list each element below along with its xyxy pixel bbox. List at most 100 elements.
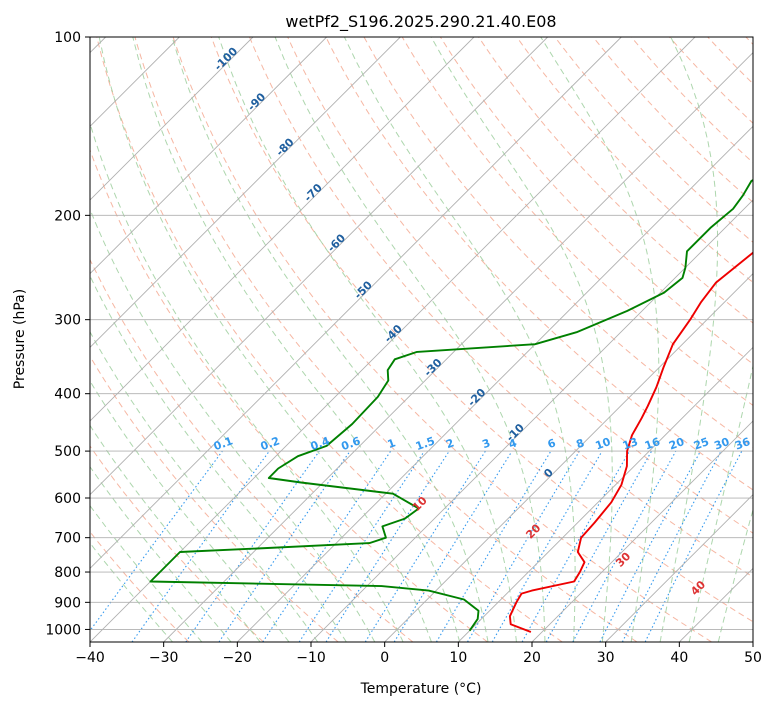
- x-axis-label: Temperature (°C): [360, 681, 482, 697]
- isotherm: [90, 37, 622, 569]
- dry-adiabat: [90, 531, 190, 642]
- moist-adiabat-label: 20: [523, 521, 543, 541]
- y-tick-label: 1000: [45, 622, 81, 638]
- dry-adiabat: [363, 37, 753, 448]
- moist-adiabat-label: 10: [410, 494, 430, 514]
- x-tick-label: −40: [75, 650, 105, 666]
- mixing-ratio-line: [545, 450, 653, 642]
- x-axis: −40 −30 −20 −10 0 10 20 30 40 50: [75, 642, 762, 666]
- mixing-ratio-label: 0.4: [309, 434, 332, 453]
- moist-adiabat: [659, 37, 719, 642]
- mixing-ratio-label: 0.2: [259, 434, 282, 453]
- dry-adiabat: [516, 37, 753, 284]
- moist-adiabat: [90, 504, 203, 642]
- y-tick-label: 500: [54, 444, 81, 460]
- isotherm: [90, 37, 401, 348]
- mixing-ratio-line: [325, 450, 450, 642]
- moist-adiabat: [132, 37, 461, 642]
- dry-adiabat: [669, 37, 753, 124]
- mixing-ratio-line: [572, 450, 677, 642]
- dry-adiabat: [592, 37, 753, 203]
- y-tick-label: 300: [54, 313, 81, 329]
- dry-adiabat: [325, 37, 753, 491]
- isotherm-label: -40: [382, 322, 405, 345]
- mixing-ratio-label: 1.5: [414, 434, 437, 453]
- mixing-ratio-label: 16: [643, 435, 662, 453]
- isotherm: [310, 199, 753, 642]
- y-tick-label: 100: [54, 30, 81, 46]
- isotherm: [90, 37, 475, 422]
- y-tick-label: 900: [54, 595, 81, 611]
- moist-adiabat: [90, 330, 319, 642]
- mixing-ratio-line: [131, 450, 270, 642]
- isotherm-label: -50: [352, 278, 375, 301]
- isotherm: [531, 420, 753, 642]
- moist-adiabat: [171, 37, 489, 642]
- mixing-ratio-label: 3: [480, 436, 492, 451]
- isotherm-label: -100: [212, 44, 241, 73]
- mixing-ratio-label: 8: [574, 436, 586, 451]
- dry-adiabat: [134, 37, 638, 642]
- moist-adiabat: [688, 363, 753, 642]
- y-tick-label: 600: [54, 491, 81, 507]
- profile-lines: [149, 178, 753, 633]
- mixing-ratio-label: 13: [621, 435, 640, 452]
- isotherm: [679, 567, 753, 642]
- isotherm-label: -70: [302, 181, 325, 204]
- chart-title: wetPf2_S196.2025.290.21.40.E08: [285, 12, 556, 32]
- isotherm: [605, 494, 753, 642]
- mixing-ratio-label: 4: [507, 436, 519, 451]
- y-tick-label: 800: [54, 565, 81, 581]
- dry-adiabat: [401, 37, 753, 406]
- x-tick-label: 50: [744, 650, 762, 666]
- moist-adiabat: [343, 37, 576, 642]
- plot-frame: [89, 36, 754, 643]
- dewpoint-line: [149, 178, 753, 632]
- dry-adiabat: [439, 37, 753, 365]
- mixing-ratio-line: [599, 450, 701, 642]
- moist-adiabat: [90, 542, 173, 642]
- isotherm-label: -80: [273, 135, 296, 158]
- x-tick-label: −10: [296, 650, 326, 666]
- isotherm-label: -20: [465, 386, 488, 409]
- mixing-ratio-line: [90, 450, 223, 632]
- y-tick-label: 200: [54, 208, 81, 224]
- dry-adiabat: [630, 37, 753, 164]
- isotherm: [237, 125, 753, 642]
- mixing-ratio-label: 0.1: [212, 434, 235, 453]
- x-tick-label: 30: [597, 650, 615, 666]
- moist-adiabat-label: 30: [613, 549, 633, 569]
- isotherm: [384, 273, 753, 642]
- mixing-ratio-label: 2: [444, 436, 456, 451]
- mixing-ratio-line: [262, 450, 392, 642]
- dry-adiabat: [745, 37, 753, 46]
- mixing-ratio-line: [521, 450, 630, 642]
- dry-adiabat: [287, 37, 753, 534]
- dry-adiabat: [210, 37, 753, 623]
- moist-adiabat: [90, 424, 261, 642]
- isotherm-label: -90: [245, 90, 268, 113]
- dry-adiabat: [172, 37, 712, 642]
- isotherm: [90, 37, 327, 275]
- mixing-ratio-line: [298, 450, 425, 642]
- x-tick-label: −30: [149, 650, 179, 666]
- mixing-ratio-line: [364, 450, 486, 642]
- isotherm-label: -30: [421, 356, 444, 379]
- moist-adiabat: [218, 37, 517, 642]
- mixing-ratio-line: [435, 450, 552, 642]
- x-tick-label: −20: [223, 650, 253, 666]
- mixing-ratio-line: [185, 450, 320, 642]
- mixing-ratio-line: [218, 450, 351, 642]
- isotherm: [90, 37, 254, 201]
- dry-adiabat: [90, 445, 264, 642]
- mixing-ratio-label: 6: [546, 436, 558, 451]
- isotherm: [90, 37, 696, 642]
- moist-adiabat: [98, 37, 432, 642]
- temperature-line: [508, 251, 753, 633]
- x-tick-label: 40: [670, 650, 688, 666]
- dry-adiabat: [90, 355, 339, 642]
- line-labels: -100-90-80-70-60-50-40-30-20-1000.1 0.2 0.…: [212, 44, 753, 598]
- y-tick-label: 700: [54, 531, 81, 547]
- isotherm: [458, 346, 753, 642]
